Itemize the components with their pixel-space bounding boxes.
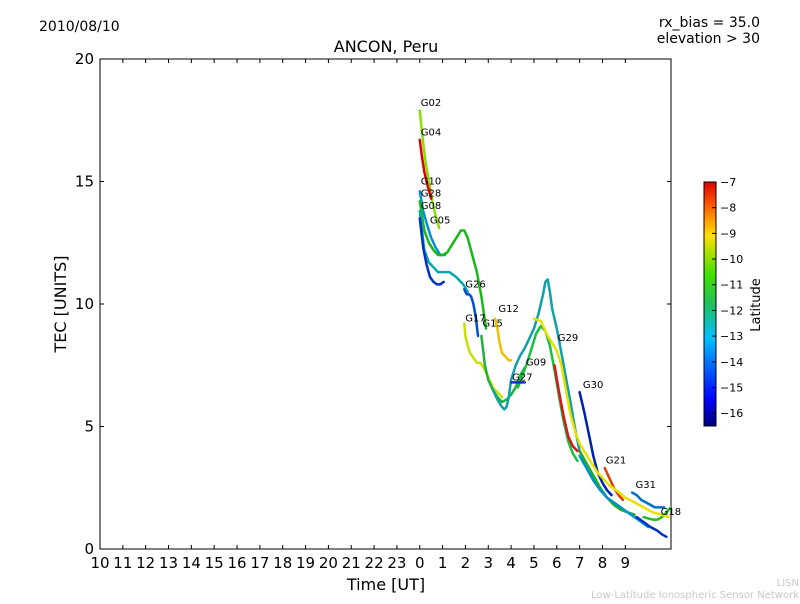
x-tick-label: 10 (90, 554, 109, 572)
series-line-g17 (463, 322, 504, 399)
series-line (553, 364, 579, 453)
y-axis-label: TEC [UNITS] (51, 256, 70, 354)
x-tick-label: 6 (552, 554, 562, 572)
x-tick-label: 22 (365, 554, 384, 572)
y-tick-label: 20 (75, 50, 94, 68)
colorbar-tick-label: −11 (720, 279, 743, 292)
series-line (532, 317, 670, 519)
colorbar (703, 181, 717, 427)
x-tick-label: 8 (598, 554, 608, 572)
x-tick-label: 9 (621, 554, 631, 572)
x-tick-label: 18 (273, 554, 292, 572)
y-tick-label: 0 (84, 540, 94, 558)
x-tick-label: 21 (342, 554, 361, 572)
colorbar-tick-label: −15 (720, 381, 743, 394)
colorbar-label: Latitude (749, 278, 764, 332)
param-rx-bias: rx_bias = 35.0 (659, 15, 760, 31)
y-axis: 0 5 10 15 20 (75, 50, 671, 558)
series-label-g10: G10 (421, 176, 441, 187)
x-tick-label: 12 (136, 554, 155, 572)
colorbar-tick-label: −7 (720, 176, 736, 189)
plot-area (99, 58, 672, 550)
series-label-g30: G30 (583, 380, 603, 391)
series-line-g18 (642, 506, 671, 521)
series-label-g18: G18 (661, 507, 681, 518)
colorbar-tick-label: −12 (720, 304, 743, 317)
colorbar-tick-label: −16 (720, 407, 743, 420)
x-tick-label: 2 (461, 554, 471, 572)
x-tick-label: 4 (506, 554, 516, 572)
series-label-g04: G04 (421, 127, 441, 138)
x-tick-label: 15 (205, 554, 224, 572)
series-label-g08: G08 (421, 201, 441, 212)
credit-acronym: LISN (777, 578, 799, 589)
series-label-g28: G28 (421, 189, 441, 200)
series-layer (418, 109, 671, 539)
series-line (635, 515, 668, 539)
y-tick-label: 15 (75, 173, 94, 191)
colorbar-tick-label: −8 (720, 202, 736, 215)
series-line-g08 (418, 209, 469, 294)
x-tick-label: 23 (387, 554, 406, 572)
series-label-g21: G21 (606, 456, 626, 467)
x-tick-label: 16 (227, 554, 246, 572)
x-tick-label: 17 (250, 554, 269, 572)
series-line-g05 (418, 217, 445, 286)
y-tick-label: 10 (75, 295, 94, 313)
colorbar-tick-label: −10 (720, 253, 743, 266)
y-tick-label: 5 (84, 418, 94, 436)
colorbar-ticks: −7 −8 −9 −10 −11 −12 −13 −14 −15 −16 (712, 176, 743, 420)
series-line-g26 (463, 288, 480, 338)
date-label: 2010/08/10 (39, 19, 120, 35)
x-tick-label: 1 (438, 554, 448, 572)
colorbar-tick-label: −13 (720, 330, 743, 343)
param-elevation: elevation > 30 (657, 31, 760, 47)
x-tick-label: 7 (575, 554, 585, 572)
x-tick-label: 5 (529, 554, 539, 572)
series-label-g31: G31 (635, 480, 655, 491)
series-line-g09 (516, 324, 579, 463)
series-line-g31 (630, 491, 666, 509)
colorbar-tick-label: −14 (720, 356, 743, 369)
x-tick-label: 11 (113, 554, 132, 572)
series-line (578, 454, 650, 529)
series-label-g05: G05 (430, 216, 450, 227)
x-tick-label: 19 (296, 554, 315, 572)
series-label-g29: G29 (558, 333, 578, 344)
series-line-g04 (418, 138, 433, 200)
series-label-g27: G27 (512, 372, 532, 383)
x-axis-label: Time [UT] (346, 575, 425, 594)
x-tick-label: 20 (319, 554, 338, 572)
x-tick-label: 13 (159, 554, 178, 572)
x-axis: 10 11 12 13 14 15 16 17 18 19 20 21 22 23 0 1 2 3 4 5 6 7 8 9 (90, 59, 630, 572)
credit-fullname: Low-Latitude Ionospheric Sensor Network (591, 590, 799, 600)
x-tick-label: 14 (182, 554, 201, 572)
series-label-g02: G02 (421, 98, 441, 109)
series-line-g28 (418, 199, 488, 330)
series-label-g26: G26 (465, 279, 485, 290)
series-line-g29 (491, 278, 581, 453)
series-line-g02 (418, 109, 441, 230)
series-label-g09: G09 (526, 358, 546, 369)
colorbar-tick-label: −9 (720, 227, 736, 240)
series-line-g12 (493, 317, 513, 362)
x-tick-label: 0 (415, 554, 425, 572)
series-label-g17: G17 (465, 314, 485, 325)
chart-title: ANCON, Peru (334, 37, 438, 56)
x-tick-label: 3 (484, 554, 494, 572)
series-label-g12: G12 (498, 304, 518, 315)
series-label-g15: G15 (482, 319, 502, 330)
series-line-g30 (578, 390, 613, 497)
